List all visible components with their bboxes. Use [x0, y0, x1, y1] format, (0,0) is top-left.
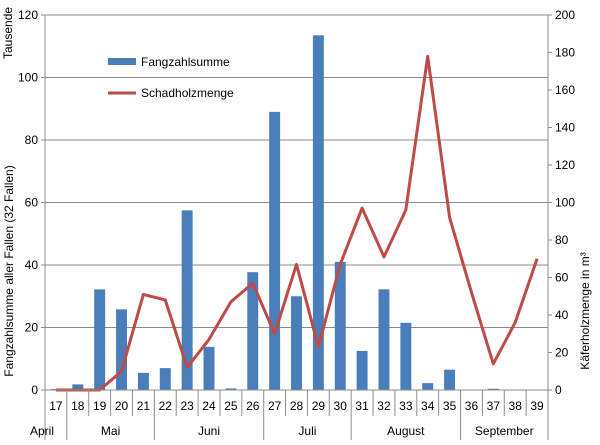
gridlines [45, 14, 548, 328]
category-label: 17 [49, 399, 63, 413]
bar [334, 261, 346, 390]
bar [137, 372, 149, 390]
category-label: 36 [465, 399, 479, 413]
left-tick-label: 80 [25, 133, 39, 147]
right-y-tick-labels: 0 20 40 60 80 100 120 140 160 180 200 [555, 8, 575, 397]
month-label: Juni [198, 424, 220, 438]
right-tick-label: 160 [555, 83, 575, 97]
bar [203, 346, 215, 390]
category-label: 32 [377, 399, 391, 413]
axes [41, 14, 552, 440]
category-label: 31 [355, 399, 369, 413]
right-tick-label: 0 [555, 383, 562, 397]
bar [400, 322, 412, 390]
legend-bar-label: Fangzahlsumme [141, 55, 230, 69]
category-label: 30 [334, 399, 348, 413]
left-tick-label: 120 [18, 8, 38, 22]
month-label: Juli [298, 424, 316, 438]
left-tick-label: 60 [25, 196, 39, 210]
bar [291, 296, 302, 390]
legend-bar-swatch [108, 58, 136, 65]
category-label: 19 [93, 399, 107, 413]
category-label: 39 [530, 399, 544, 413]
bar-series-fangzahlsumme [50, 35, 499, 390]
bar [247, 272, 259, 390]
month-label: April [30, 424, 54, 438]
month-label: September [475, 424, 534, 438]
bar [116, 309, 128, 390]
x-month-labels: April Mai Juni Juli August September [30, 424, 534, 438]
category-label: 34 [421, 399, 435, 413]
left-tick-label: 0 [31, 383, 38, 397]
left-tick-label: 100 [18, 71, 38, 85]
right-tick-label: 40 [555, 308, 569, 322]
left-tick-label: 40 [25, 258, 39, 272]
bar [159, 368, 171, 390]
right-tick-label: 80 [555, 233, 569, 247]
right-tick-label: 140 [555, 121, 575, 135]
bar [356, 350, 368, 390]
category-label: 27 [268, 399, 282, 413]
legend: Fangzahlsumme Schadholzmenge [108, 55, 234, 100]
right-tick-label: 20 [555, 346, 569, 360]
line-series-schadholzmenge [55, 54, 539, 392]
bar [312, 35, 324, 390]
right-tick-label: 180 [555, 46, 575, 60]
right-tick-label: 200 [555, 8, 575, 22]
y-axis-right-title: Käferholzmenge in m³ [578, 252, 592, 369]
right-tick-label: 120 [555, 158, 575, 172]
y-axis-left-title: Fangzahlsumme aller Fallen (32 Fallen) [2, 165, 16, 376]
category-label: 24 [202, 399, 216, 413]
y-axis-unit-label: Tausende [1, 7, 15, 59]
right-tick-label: 60 [555, 271, 569, 285]
category-label: 25 [224, 399, 238, 413]
bar [444, 369, 456, 390]
category-label: 28 [290, 399, 304, 413]
right-tick-label: 100 [555, 196, 575, 210]
category-label: 37 [487, 399, 501, 413]
category-label: 22 [159, 399, 173, 413]
bar [225, 388, 237, 390]
bar [269, 111, 281, 390]
category-label: 20 [115, 399, 129, 413]
category-label: 38 [509, 399, 523, 413]
category-label: 21 [137, 399, 151, 413]
month-label: August [387, 424, 425, 438]
category-label: 23 [180, 399, 194, 413]
left-y-tick-labels: 0 20 40 60 80 100 120 [18, 8, 38, 397]
category-label: 35 [443, 399, 457, 413]
category-label: 29 [312, 399, 326, 413]
bar [181, 210, 193, 390]
bar [72, 384, 84, 390]
bar [487, 388, 499, 390]
month-label: Mai [101, 424, 120, 438]
bar [94, 289, 106, 390]
bar [378, 289, 390, 390]
category-label: 26 [246, 399, 260, 413]
x-category-labels: 17 18 19 20 21 22 23 24 25 26 27 28 29 30 31 32 33 34 35 36… [49, 399, 544, 413]
left-tick-label: 20 [25, 321, 39, 335]
series-line [55, 54, 539, 392]
category-label: 33 [399, 399, 413, 413]
category-label: 18 [71, 399, 85, 413]
legend-line-label: Schadholzmenge [141, 86, 234, 100]
bar [422, 383, 434, 390]
